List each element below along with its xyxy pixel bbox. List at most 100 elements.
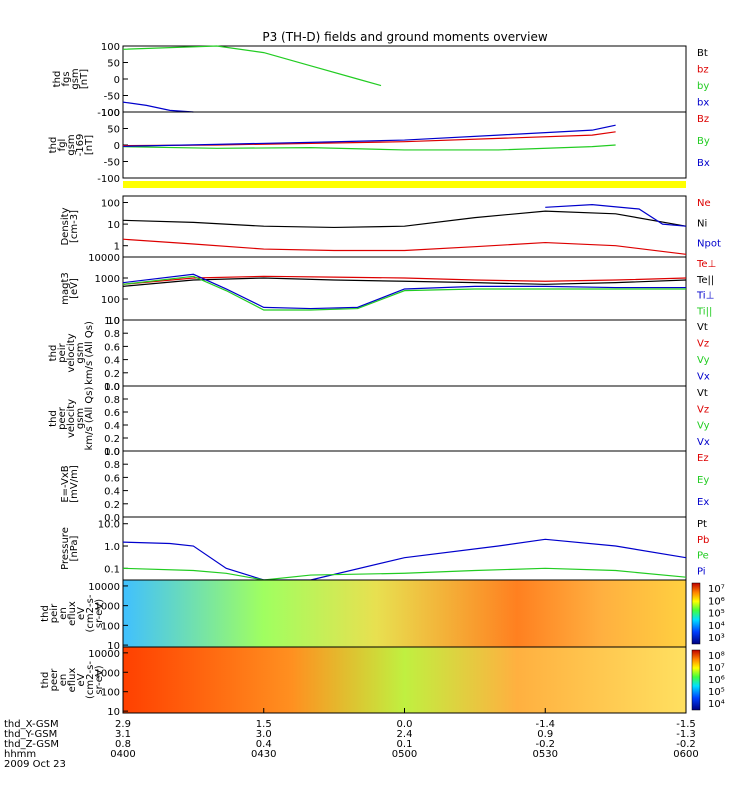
y-tick-label: 1000 <box>95 668 120 679</box>
ephem-value: 0.8 <box>115 739 131 750</box>
ephem-value: 2.9 <box>115 719 131 730</box>
y-axis-label: thd <box>48 345 59 362</box>
colorbar-tick-label: 10⁸ <box>708 651 725 662</box>
colorbar-tick-label: 10⁷ <box>708 584 725 595</box>
y-axis-label: gsm <box>75 342 86 363</box>
ephem-value: -1.3 <box>676 729 696 740</box>
legend-entry: Pb <box>697 535 709 546</box>
y-tick-label: 0.1 <box>104 564 120 575</box>
series-line-Npot <box>545 203 687 227</box>
y-axis-label: thd <box>52 71 63 88</box>
y-axis-label: velocity <box>66 333 77 372</box>
panel-pressure: 10.0 1.0 0.1 Pressure[nPa] Pt Pb Pe Pi <box>60 516 709 581</box>
y-axis-label: [cm-3] <box>69 210 80 243</box>
series-line-Pe <box>122 567 687 581</box>
series-line-Bx <box>122 124 616 147</box>
panel-peer_vel: 1.0 0.8 0.6 0.4 0.2 0.0 thdpeervelocitygsmkm/s… <box>48 382 710 458</box>
y-tick-label: 1.0 <box>104 447 120 458</box>
y-tick-label: 0.0 <box>104 513 120 524</box>
y-axis-label: gsm <box>70 68 81 89</box>
colorbar-tick-label: 10⁵ <box>708 609 725 620</box>
y-tick-label: 0 <box>114 141 120 152</box>
colorbar-tick-label: 10³ <box>708 633 725 644</box>
y-tick-label: 1000 <box>95 602 120 613</box>
ephem-value: 3.1 <box>115 729 131 740</box>
y-tick-label: 0.0 <box>104 447 120 458</box>
y-axis-label: E=-VxB <box>60 465 71 502</box>
legend-entry: by <box>697 81 709 92</box>
heatmap-field <box>123 580 686 647</box>
y-axis-label: eflux <box>67 601 78 626</box>
legend-entry: By <box>697 136 710 147</box>
y-axis-label: en <box>58 607 69 620</box>
series-line-bx <box>122 101 194 113</box>
y-tick-label: 50 <box>107 125 120 136</box>
status-bar <box>123 181 686 188</box>
legend-entry: Vy <box>697 355 710 366</box>
y-axis-label: thd <box>40 672 51 689</box>
series-line-By <box>122 144 616 151</box>
y-axis-label: peer <box>57 406 68 430</box>
y-tick-label: 0.2 <box>104 500 120 511</box>
legend-entry: bz <box>697 65 709 76</box>
legend-entry: Ne <box>697 198 711 209</box>
y-tick-label: 0.6 <box>104 408 120 419</box>
ephem-value: -1.4 <box>535 719 555 730</box>
y-tick-label: 1000 <box>95 274 120 285</box>
panel-frame <box>122 385 687 452</box>
y-axis-label: Pressure <box>60 527 71 570</box>
y-axis-label: sr-eV) <box>94 599 105 628</box>
y-tick-label: 0.8 <box>104 395 120 406</box>
series-line-Ti⊥ <box>122 273 686 310</box>
y-tick-label: 100 <box>101 42 120 53</box>
panel-frame <box>122 45 687 113</box>
y-axis-label: (cm2-s- <box>85 594 96 632</box>
y-tick-label: 0.0 <box>104 382 120 393</box>
colorbar-tick-label: 10⁶ <box>708 675 725 686</box>
legend-entry: Pt <box>697 519 707 530</box>
y-axis-label: Density <box>60 207 71 245</box>
legend-entry: bx <box>697 98 709 109</box>
y-tick-label: 0.4 <box>104 356 120 367</box>
colorbar <box>691 582 701 645</box>
series-line-Bz <box>122 131 616 147</box>
panel-stack: 100500-50-100thdfgsgsm[nT]Btbzbybx100500… <box>40 42 725 718</box>
heatmap-field <box>123 647 686 713</box>
ephem-value: -1.5 <box>676 719 696 730</box>
y-tick-label: 0.8 <box>104 329 120 340</box>
y-tick-label: 10000 <box>88 253 120 264</box>
legend-entry: Ex <box>697 497 709 508</box>
legend-entry: Pe <box>697 551 709 562</box>
ephem-value: 3.0 <box>256 729 272 740</box>
ephem-row-label: hhmm <box>4 749 36 760</box>
y-tick-label: 100 <box>101 688 120 699</box>
colorbar-tick-label: 10⁶ <box>708 596 725 607</box>
panel-efield: 1.0 0.8 0.6 0.4 0.2 0.0 E=-VxB[mV/m] Ez Ey Ex <box>60 447 709 524</box>
y-tick-label: 50 <box>107 59 120 70</box>
y-tick-label: 0.2 <box>104 369 120 380</box>
colorbar-tick-label: 10⁴ <box>708 621 725 632</box>
y-axis-label: thd <box>48 137 59 154</box>
y-tick-label: 0 <box>114 75 120 86</box>
legend-entry: Te|| <box>696 275 714 286</box>
y-axis-label: peer <box>49 668 60 692</box>
ephem-value: 0600 <box>673 749 698 760</box>
colorbar-tick-label: 10⁷ <box>708 663 725 674</box>
y-axis-label: [nPa] <box>69 535 80 561</box>
ephem-row-label: thd_Z-GSM <box>4 739 59 750</box>
series-line-by <box>122 45 382 87</box>
legend-entry: Vx <box>697 437 710 448</box>
y-axis-label: sr-eV) <box>94 665 105 694</box>
y-tick-label: 0.2 <box>104 434 120 445</box>
y-axis-label: magt3 <box>60 272 71 305</box>
legend-entry: Te⊥ <box>696 259 716 270</box>
y-tick-label: 100 <box>101 621 120 632</box>
colorbar-tick-label: 10⁴ <box>708 699 725 710</box>
legend-entry: Ez <box>697 453 709 464</box>
legend-entry: Npot <box>697 239 721 250</box>
legend-entry: Pi <box>697 566 706 577</box>
series-line-Ti|| <box>122 275 686 311</box>
ephem-value: -0.2 <box>676 739 696 750</box>
y-tick-label: 1.0 <box>104 382 120 393</box>
